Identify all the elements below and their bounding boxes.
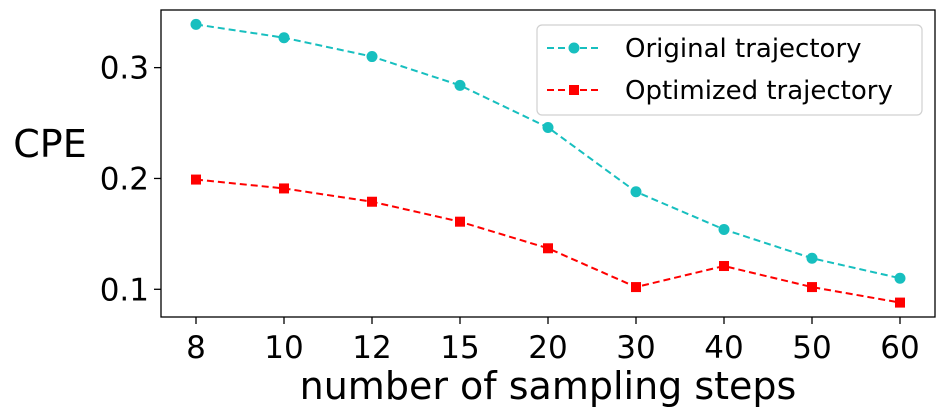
x-tick-label: 60	[880, 330, 919, 366]
data-point	[542, 121, 554, 133]
data-point	[807, 282, 817, 293]
x-axis-title: number of sampling steps	[300, 364, 797, 408]
data-point	[454, 79, 466, 91]
data-point	[278, 32, 290, 44]
data-point	[279, 183, 289, 194]
series-line	[195, 178, 901, 304]
data-point	[191, 174, 201, 185]
data-point	[366, 51, 378, 63]
x-axis: 8 10 12 15 20 30 40 50 60	[186, 317, 920, 366]
x-tick-label: 50	[792, 330, 831, 366]
data-point	[894, 272, 906, 284]
data-point	[543, 243, 553, 254]
series-layer	[190, 18, 906, 308]
x-tick-label: 12	[352, 330, 391, 366]
series-1	[190, 18, 906, 284]
x-tick-label: 20	[528, 330, 567, 366]
y-tick-label: 0.3	[100, 51, 149, 87]
legend-entry: Optimized trajectory	[547, 76, 893, 106]
x-tick-label: 8	[186, 330, 206, 366]
data-point	[190, 18, 202, 30]
legend-entry: Original trajectory	[547, 34, 862, 64]
legend-frame	[536, 24, 923, 116]
data-point	[631, 282, 641, 293]
legend-marker	[568, 42, 580, 54]
y-tick-label: 0.2	[100, 161, 149, 197]
data-point	[806, 252, 818, 264]
legend-marker	[569, 85, 579, 95]
data-point	[455, 216, 465, 227]
data-point	[718, 223, 730, 235]
y-axis: 0.1 0.2 0.3	[100, 51, 161, 308]
y-tick-label: 0.1	[100, 272, 149, 308]
x-tick-label: 10	[264, 330, 303, 366]
data-point	[895, 297, 905, 308]
y-axis-title: CPE	[13, 122, 86, 166]
legend-label: Original trajectory	[625, 34, 862, 64]
data-point	[630, 186, 642, 198]
x-tick-label: 15	[440, 330, 479, 366]
series-2	[191, 174, 905, 308]
data-point	[367, 196, 377, 207]
x-tick-label: 30	[616, 330, 655, 366]
x-tick-label: 40	[704, 330, 743, 366]
legend: Original trajectory Optimized trajectory	[536, 24, 923, 116]
data-point	[719, 261, 729, 272]
legend-label: Optimized trajectory	[625, 76, 893, 106]
